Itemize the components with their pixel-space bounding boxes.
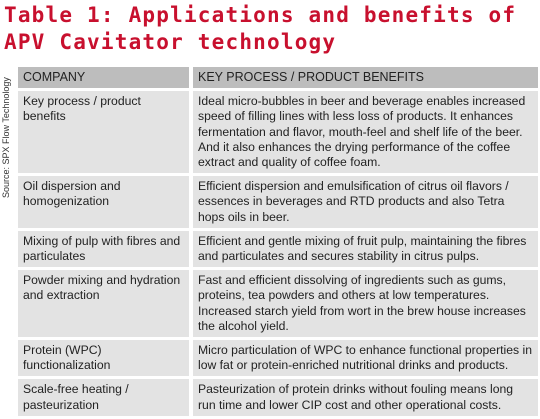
benefits-table: COMPANY KEY PROCESS / PRODUCT BENEFITS K… — [18, 67, 538, 419]
benefits-cell: Fast and efficient dissolving of ingredi… — [193, 270, 538, 338]
table-title: Table 1: Applications and benefits of AP… — [4, 2, 534, 56]
benefits-cell: Micro particulation of WPC to enhance fu… — [193, 340, 538, 377]
table-header-row: COMPANY KEY PROCESS / PRODUCT BENEFITS — [18, 67, 538, 89]
company-text: Powder mixing and hydration and extracti… — [23, 273, 181, 303]
company-text: Oil dispersion and homogenization — [23, 179, 121, 209]
benefits-cell: Ideal micro-bubbles in beer and beverage… — [193, 91, 538, 174]
header-company-label: COMPANY — [23, 70, 86, 84]
table-row: Powder mixing and hydration and extracti… — [18, 270, 538, 338]
source-credit-text: Source: SPX Flow Technology — [1, 77, 11, 198]
table-row: Protein (WPC) functionalization Micro pa… — [18, 340, 538, 377]
company-cell: Key process / product benefits — [18, 91, 189, 174]
company-text: Scale-free heating / pasteurization — [23, 382, 129, 412]
benefits-text: Pasteurization of protein drinks without… — [198, 382, 514, 412]
company-cell: Protein (WPC) functionalization — [18, 340, 189, 377]
company-cell: Mixing of pulp with fibres and particula… — [18, 230, 189, 268]
company-text: Protein (WPC) functionalization — [23, 343, 111, 373]
company-text: Mixing of pulp with fibres and particula… — [23, 233, 181, 264]
table-row: Mixing of pulp with fibres and particula… — [18, 230, 538, 268]
title-line-1: Table 1: Applications and benefits of — [4, 3, 517, 27]
benefits-cell: Efficient and gentle mixing of fruit pul… — [193, 230, 538, 268]
company-text: Key process / product benefits — [23, 94, 141, 124]
company-cell: Scale-free heating / pasteurization — [18, 379, 189, 416]
source-credit: Source: SPX Flow Technology — [1, 66, 13, 198]
benefits-text: Efficient dispersion and emulsification … — [198, 179, 509, 224]
company-cell: Oil dispersion and homogenization — [18, 176, 189, 228]
title-line-2: APV Cavitator technology — [4, 30, 337, 54]
company-cell: Powder mixing and hydration and extracti… — [18, 270, 189, 338]
table-row: Key process / product benefits Ideal mic… — [18, 91, 538, 174]
header-cell-company: COMPANY — [18, 67, 189, 89]
header-cell-benefits: KEY PROCESS / PRODUCT BENEFITS — [193, 67, 538, 89]
benefits-text: Ideal micro-bubbles in beer and beverage… — [198, 94, 526, 170]
benefits-text: Fast and efficient dissolving of ingredi… — [198, 273, 526, 333]
benefits-cell: Pasteurization of protein drinks without… — [193, 379, 538, 416]
benefits-text: Micro particulation of WPC to enhance fu… — [198, 343, 532, 373]
benefits-cell: Efficient dispersion and emulsification … — [193, 176, 538, 228]
table-row: Scale-free heating / pasteurization Past… — [18, 379, 538, 416]
benefits-text: Efficient and gentle mixing of fruit pul… — [198, 233, 527, 264]
header-benefits-label: KEY PROCESS / PRODUCT BENEFITS — [198, 70, 424, 84]
table-row: Oil dispersion and homogenization Effici… — [18, 176, 538, 228]
